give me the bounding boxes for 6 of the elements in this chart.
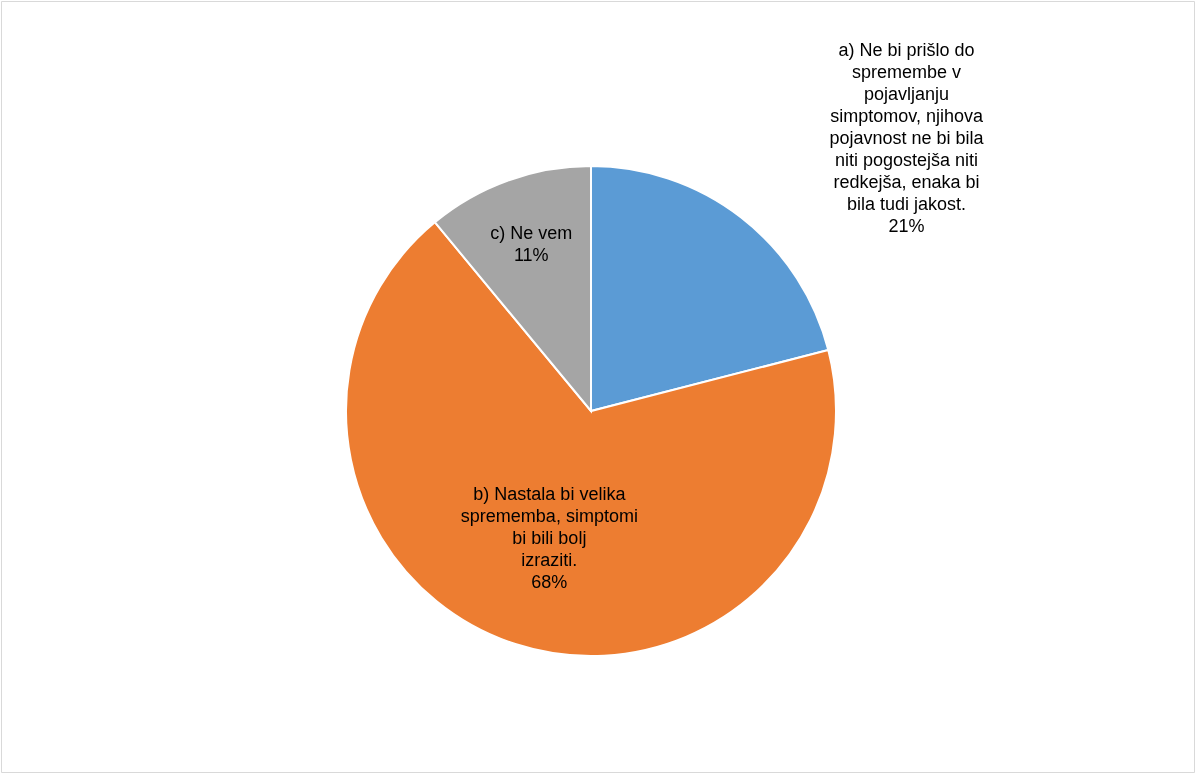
slice-label: a) Ne bi prišlo do spremembe v pojavljanju simptomov, njihova pojavnost ne bi bila niti pogostejša niti redkejša, enaka bi bila tudi jakost.: [829, 40, 985, 215]
data-label: 21%: [888, 216, 925, 237]
slice-label: b) Nastala bi velika sprememba, simptomi bi bili bolj izraziti.: [460, 484, 638, 571]
slice-label: c) Ne vem: [490, 223, 573, 244]
data-label: 68%: [531, 572, 568, 593]
data-label: 11%: [513, 245, 549, 266]
